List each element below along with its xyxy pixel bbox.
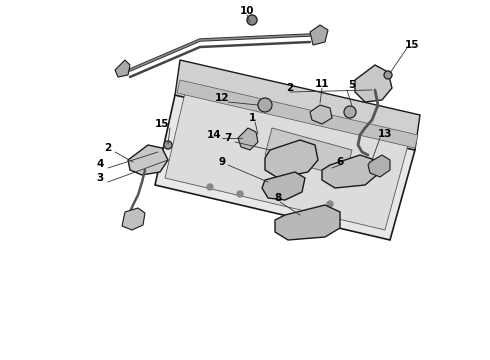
Polygon shape	[355, 65, 392, 102]
Text: 10: 10	[240, 6, 254, 16]
Text: 12: 12	[215, 93, 229, 103]
Text: 2: 2	[104, 143, 112, 153]
Polygon shape	[177, 80, 418, 148]
Text: 11: 11	[315, 79, 329, 89]
Polygon shape	[238, 128, 258, 150]
Text: 3: 3	[97, 173, 103, 183]
Text: 5: 5	[348, 80, 356, 90]
Polygon shape	[310, 105, 332, 124]
Polygon shape	[175, 60, 420, 150]
Text: 6: 6	[336, 157, 343, 167]
Circle shape	[344, 106, 356, 118]
Circle shape	[247, 15, 257, 25]
Polygon shape	[128, 145, 168, 175]
Text: 9: 9	[219, 157, 225, 167]
Circle shape	[237, 191, 243, 197]
Polygon shape	[155, 95, 415, 240]
Polygon shape	[115, 60, 130, 77]
Text: 15: 15	[155, 119, 169, 129]
Polygon shape	[165, 93, 408, 230]
Polygon shape	[322, 155, 378, 188]
Polygon shape	[262, 172, 305, 200]
Text: 4: 4	[97, 159, 104, 169]
Circle shape	[258, 98, 272, 112]
Circle shape	[207, 184, 213, 190]
Text: 7: 7	[224, 133, 232, 143]
Polygon shape	[265, 140, 318, 178]
Circle shape	[164, 141, 172, 149]
Text: 2: 2	[286, 83, 294, 93]
Text: 15: 15	[405, 40, 419, 50]
Polygon shape	[265, 128, 352, 177]
Polygon shape	[122, 208, 145, 230]
Text: 14: 14	[207, 130, 221, 140]
Text: 8: 8	[274, 193, 282, 203]
Polygon shape	[275, 205, 340, 240]
Polygon shape	[368, 155, 390, 177]
Text: 13: 13	[378, 129, 392, 139]
Circle shape	[327, 201, 333, 207]
Circle shape	[384, 71, 392, 79]
Text: 1: 1	[248, 113, 256, 123]
Polygon shape	[310, 25, 328, 45]
